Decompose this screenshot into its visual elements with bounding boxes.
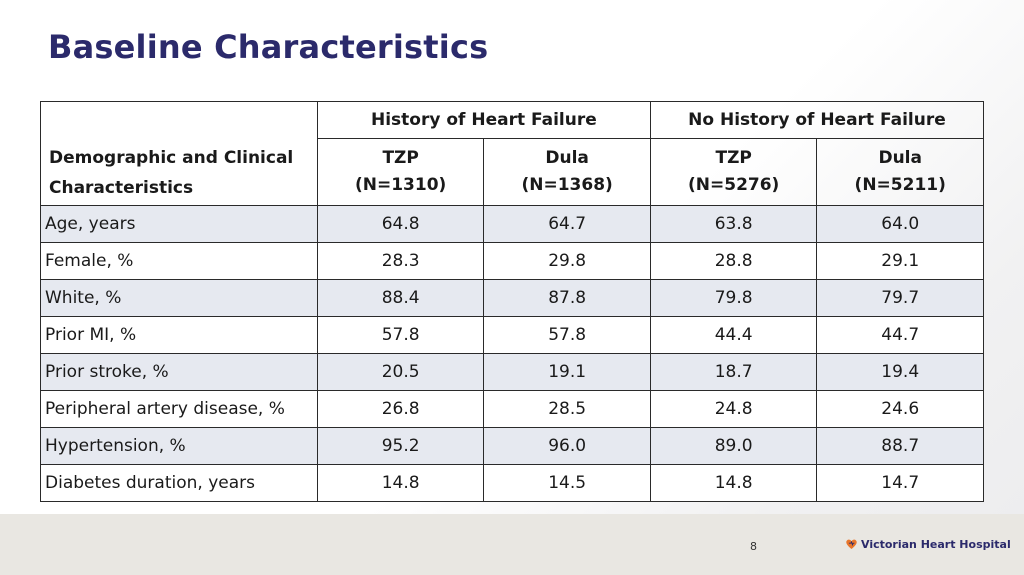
table-cell: 24.8 (649, 390, 818, 428)
table-row: Diabetes duration, years 14.8 14.5 14.8 … (40, 464, 984, 502)
table-cell: 96.0 (483, 427, 651, 465)
table-cell: 88.4 (316, 279, 485, 317)
row-label: Female, % (40, 242, 318, 280)
subcolumn-header: Dula (N=5211) (816, 138, 984, 206)
table-cell: 14.5 (483, 464, 651, 502)
subcolumn-header: TZP (N=1310) (316, 138, 485, 206)
group-header-no-hf: No History of Heart Failure (649, 101, 985, 139)
table-row: Hypertension, % 95.2 96.0 89.0 88.7 (40, 427, 984, 465)
table-cell: 29.8 (483, 242, 651, 280)
row-label: Peripheral artery disease, % (40, 390, 318, 428)
table-cell: 26.8 (316, 390, 485, 428)
table-cell: 79.7 (816, 279, 984, 317)
table-row: Peripheral artery disease, % 26.8 28.5 2… (40, 390, 984, 428)
table-cell: 14.8 (316, 464, 485, 502)
table-cell: 28.8 (649, 242, 818, 280)
table-cell: 79.8 (649, 279, 818, 317)
table-cell: 24.6 (816, 390, 984, 428)
table-cell: 20.5 (316, 353, 485, 391)
table-cell: 64.8 (316, 205, 485, 243)
row-label: Age, years (40, 205, 318, 243)
row-label: Prior MI, % (40, 316, 318, 354)
row-header: Demographic and Clinical Characteristics (40, 101, 318, 206)
row-label: Diabetes duration, years (40, 464, 318, 502)
baseline-table: Demographic and Clinical Characteristics… (40, 101, 985, 502)
table-cell: 95.2 (316, 427, 485, 465)
table-cell: 19.1 (483, 353, 651, 391)
row-label: Hypertension, % (40, 427, 318, 465)
subcolumn-header: TZP (N=5276) (649, 138, 818, 206)
table-cell: 87.8 (483, 279, 651, 317)
table-cell: 88.7 (816, 427, 984, 465)
table-cell: 57.8 (316, 316, 485, 354)
table-cell: 44.7 (816, 316, 984, 354)
table-cell: 89.0 (649, 427, 818, 465)
row-label: Prior stroke, % (40, 353, 318, 391)
heart-logo-icon (846, 539, 857, 550)
table-cell: 64.0 (816, 205, 984, 243)
table-cell: 14.7 (816, 464, 984, 502)
table-cell: 18.7 (649, 353, 818, 391)
table-row: Prior stroke, % 20.5 19.1 18.7 19.4 (40, 353, 984, 391)
table-row: Prior MI, % 57.8 57.8 44.4 44.7 (40, 316, 984, 354)
group-header-hf: History of Heart Failure (316, 101, 651, 139)
hospital-logo: Victorian Heart Hospital (845, 538, 1011, 551)
table-cell: 63.8 (649, 205, 818, 243)
table-cell: 57.8 (483, 316, 651, 354)
row-label: White, % (40, 279, 318, 317)
logo-text: Victorian Heart Hospital (861, 538, 1011, 551)
table-cell: 14.8 (649, 464, 818, 502)
table-cell: 28.5 (483, 390, 651, 428)
table-cell: 29.1 (816, 242, 984, 280)
page-number: 8 (750, 540, 757, 553)
table-cell: 44.4 (649, 316, 818, 354)
table-cell: 28.3 (316, 242, 485, 280)
table-cell: 64.7 (483, 205, 651, 243)
table-row: White, % 88.4 87.8 79.8 79.7 (40, 279, 984, 317)
subcolumn-header: Dula (N=1368) (483, 138, 651, 206)
table-row: Age, years 64.8 64.7 63.8 64.0 (40, 205, 984, 243)
table-row: Female, % 28.3 29.8 28.8 29.1 (40, 242, 984, 280)
table-cell: 19.4 (816, 353, 984, 391)
page-title: Baseline Characteristics (48, 28, 489, 66)
